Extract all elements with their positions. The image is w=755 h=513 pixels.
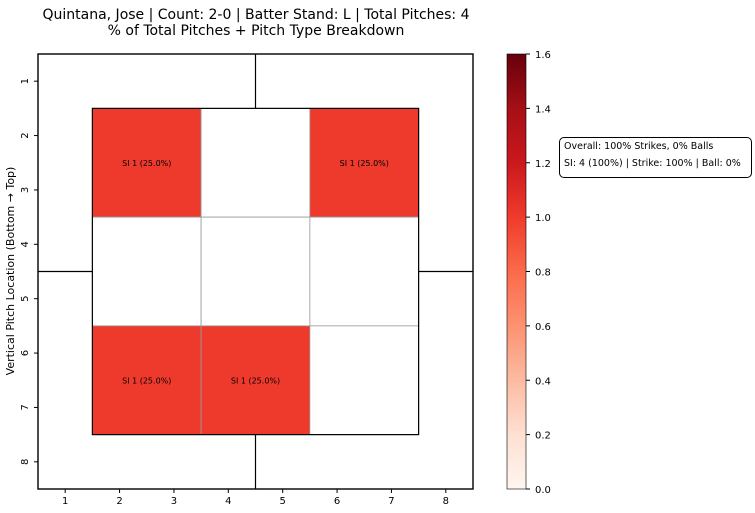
x-tick-label: 4 — [225, 496, 231, 507]
zone-label: SI 1 (25.0%) — [122, 376, 171, 385]
colorbar-tick-label: 1.0 — [535, 213, 551, 224]
colorbar-gradient — [507, 54, 526, 489]
colorbar-tick-label: 1.2 — [535, 159, 551, 170]
y-tick-label: 3 — [20, 187, 31, 193]
y-tick-label: 8 — [20, 459, 31, 465]
x-tick-label: 3 — [171, 496, 177, 507]
colorbar-tick-label: 1.6 — [535, 50, 551, 61]
x-tick-label: 5 — [280, 496, 286, 507]
x-tick-label: 8 — [443, 496, 449, 507]
zone-cell — [91, 107, 202, 218]
plot-area: SI 1 (25.0%) SI 1 (25.0%) SI 1 (25.0%) SI 1… — [20, 53, 474, 507]
colorbar-tick-label: 0.2 — [535, 431, 551, 442]
x-tick-label: 2 — [116, 496, 122, 507]
summary-pitch-type: SI: 4 (100%) | Strike: 100% | Ball: 0% — [564, 158, 741, 169]
colorbar-tick-label: 1.4 — [535, 104, 551, 115]
colorbar-tick-label: 0.4 — [535, 376, 551, 387]
y-tick-label: 4 — [20, 241, 31, 247]
zone-cell — [91, 216, 202, 327]
colorbar-tick-label: 0.6 — [535, 322, 551, 333]
zone-label: SI 1 (25.0%) — [231, 376, 280, 385]
x-tick-label: 6 — [334, 496, 340, 507]
summary-overall: Overall: 100% Strikes, 0% Balls — [564, 141, 714, 152]
y-tick-label: 2 — [20, 132, 31, 138]
summary-annotation: Overall: 100% Strikes, 0% Balls SI: 4 (1… — [559, 137, 752, 178]
zone-cell — [200, 216, 311, 327]
zone-cell — [309, 216, 420, 327]
y-axis-label: Vertical Pitch Location (Bottom → Top) — [4, 167, 17, 376]
zone-cell — [200, 107, 311, 218]
zone-cell — [309, 325, 420, 436]
y-tick-label: 1 — [20, 78, 31, 84]
y-tick-label: 6 — [20, 350, 31, 356]
zone-cell — [200, 325, 311, 436]
colorbar: 0.0 0.2 0.4 0.6 0.8 1.0 1.2 1.4 1.6 — [506, 50, 551, 496]
y-tick-label: 5 — [20, 296, 31, 302]
zone-label: SI 1 (25.0%) — [340, 159, 389, 168]
zone-label: SI 1 (25.0%) — [122, 159, 171, 168]
chart-title: Quintana, Jose | Count: 2-0 | Batter Sta… — [42, 7, 469, 23]
colorbar-tick-label: 0.8 — [535, 268, 551, 279]
colorbar-tick-label: 0.0 — [535, 485, 551, 496]
y-tick-label: 7 — [20, 404, 31, 410]
x-tick-label: 1 — [62, 496, 68, 507]
chart-subtitle: % of Total Pitches + Pitch Type Breakdow… — [108, 23, 405, 39]
x-tick-label: 7 — [388, 496, 394, 507]
plot-frame — [37, 53, 474, 490]
zone-cell — [91, 325, 202, 436]
